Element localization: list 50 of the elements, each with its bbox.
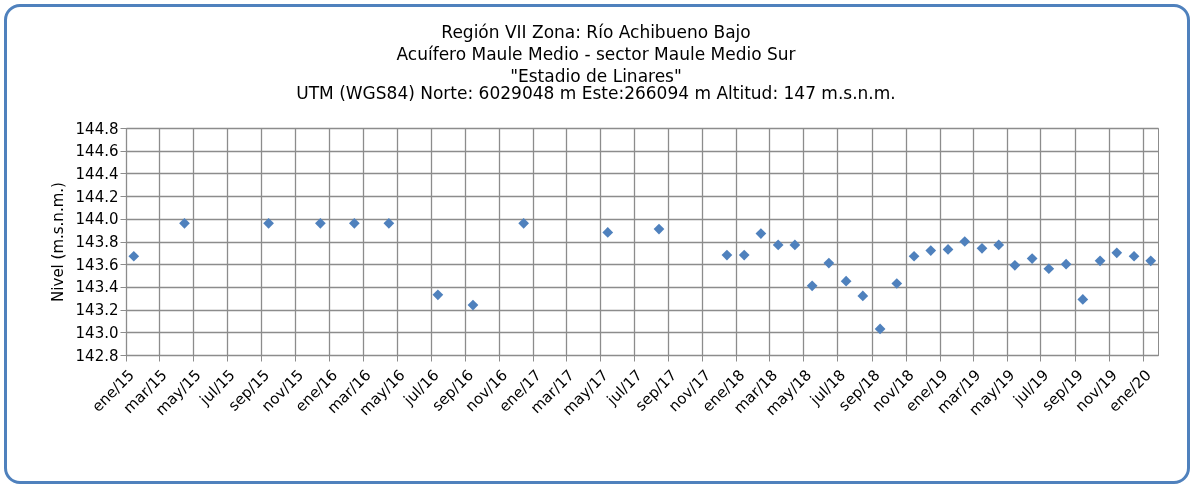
point xyxy=(653,223,665,235)
chart-subtitle: UTM (WGS84) Norte: 6029048 m Este:266094 m Altitud: 147 m.s.n.m. xyxy=(296,83,896,103)
y-tick-label: 143.6 xyxy=(75,255,119,274)
chart-title: Región VII Zona: Río Achibueno Bajo Acuífero Maule Medio - sector Maule Medio Sur "Estadio de Linares" xyxy=(396,22,796,86)
point xyxy=(1145,255,1157,267)
y-axis-title: Nivel (m.s.n.m.) xyxy=(48,182,67,302)
y-tick-label: 144.4 xyxy=(75,164,119,183)
point xyxy=(1026,253,1038,264)
point xyxy=(840,275,852,287)
point xyxy=(263,217,274,229)
y-tick-label: 144.2 xyxy=(75,187,119,206)
point xyxy=(874,323,886,335)
point xyxy=(1111,247,1123,259)
point xyxy=(857,290,869,302)
y-tick-label: 142.8 xyxy=(75,346,119,365)
point xyxy=(976,242,988,254)
point xyxy=(179,217,190,229)
y-tick-label: 143.2 xyxy=(75,301,119,320)
point xyxy=(806,280,818,292)
y-tick-label: 144.6 xyxy=(75,142,119,161)
point xyxy=(959,236,971,247)
point xyxy=(738,249,750,261)
point xyxy=(432,289,444,301)
point xyxy=(823,257,835,269)
point xyxy=(1060,258,1072,270)
point xyxy=(789,239,801,251)
point xyxy=(993,239,1005,251)
point xyxy=(1077,294,1089,305)
point xyxy=(1094,255,1106,267)
point xyxy=(925,245,937,256)
y-tick-label: 143.0 xyxy=(75,323,119,342)
point xyxy=(908,250,920,262)
point xyxy=(891,278,903,289)
y-tick-label: 144.0 xyxy=(75,210,119,229)
point xyxy=(383,217,395,229)
point xyxy=(755,228,767,239)
point xyxy=(315,217,326,229)
point xyxy=(1009,259,1021,271)
point xyxy=(1043,263,1055,275)
point xyxy=(1128,250,1140,262)
point xyxy=(348,217,360,229)
point xyxy=(518,217,530,229)
point xyxy=(721,249,733,261)
point xyxy=(772,239,784,251)
y-tick-label: 143.8 xyxy=(75,233,119,251)
point xyxy=(467,299,479,311)
point xyxy=(602,227,614,238)
y-tick-label: 143.4 xyxy=(75,278,119,297)
point xyxy=(128,250,140,262)
y-tick-label: 144.8 xyxy=(75,119,119,138)
